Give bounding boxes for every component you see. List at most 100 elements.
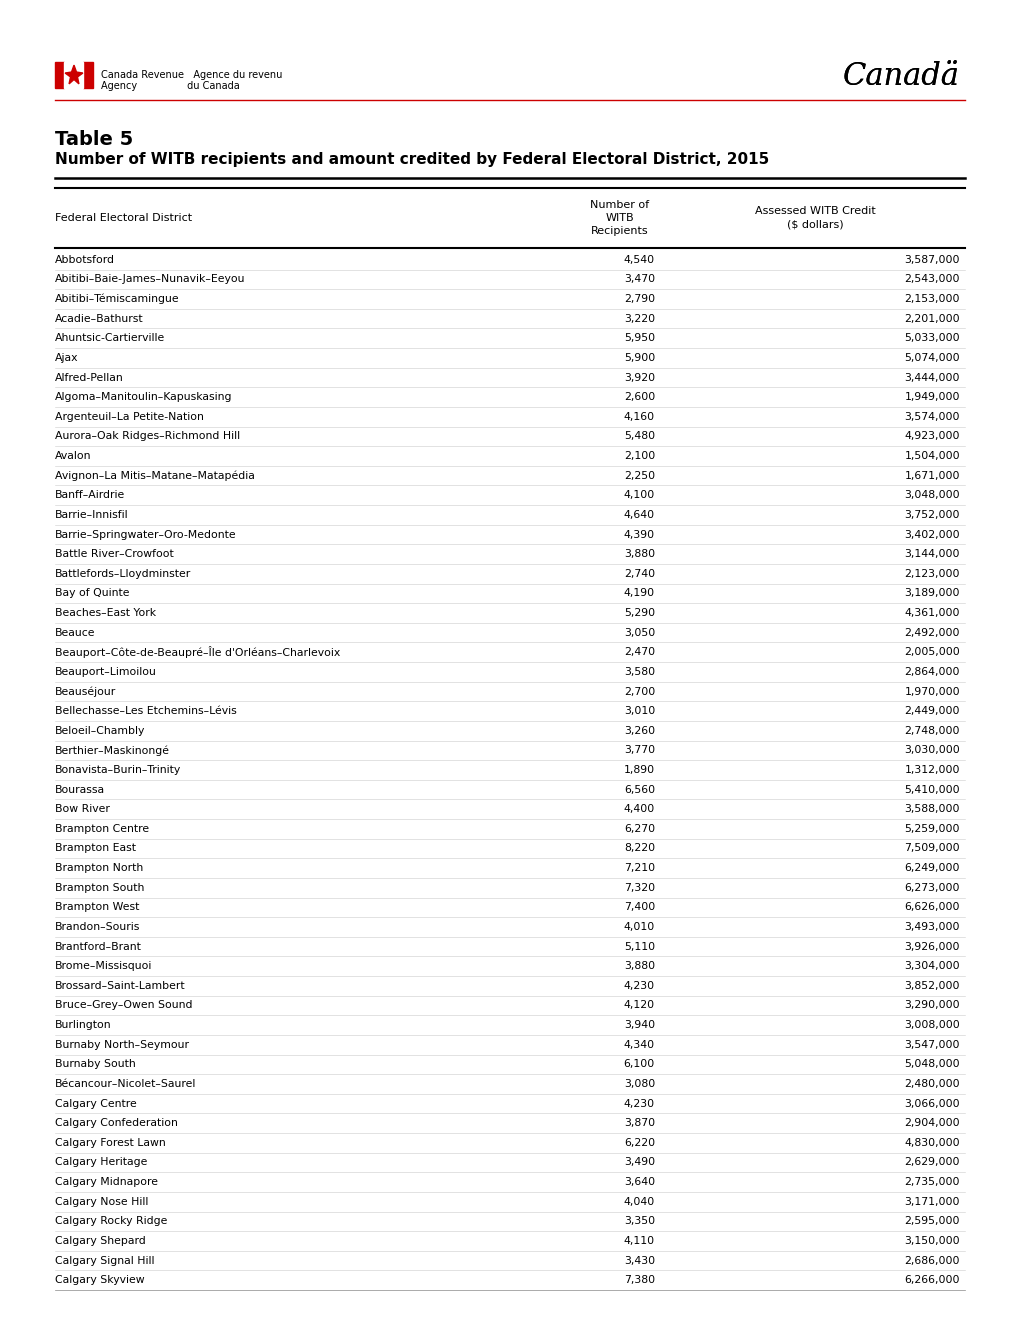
- Text: 3,350: 3,350: [624, 1216, 654, 1226]
- Text: 3,493,000: 3,493,000: [904, 921, 959, 932]
- Text: 7,400: 7,400: [624, 903, 654, 912]
- Text: 5,950: 5,950: [624, 334, 654, 343]
- Text: 3,574,000: 3,574,000: [904, 412, 959, 422]
- Text: 4,361,000: 4,361,000: [904, 609, 959, 618]
- Text: Banff–Airdrie: Banff–Airdrie: [55, 490, 125, 500]
- Text: Calgary Midnapore: Calgary Midnapore: [55, 1177, 158, 1187]
- Text: Brampton East: Brampton East: [55, 843, 136, 854]
- Text: 4,010: 4,010: [624, 921, 654, 932]
- Text: Abitibi–Baie-James–Nunavik–Eeyou: Abitibi–Baie-James–Nunavik–Eeyou: [55, 275, 246, 284]
- Text: Burnaby South: Burnaby South: [55, 1060, 136, 1069]
- Text: 4,830,000: 4,830,000: [904, 1138, 959, 1148]
- Text: 2,686,000: 2,686,000: [904, 1255, 959, 1266]
- Text: 3,189,000: 3,189,000: [904, 589, 959, 598]
- Text: 4,400: 4,400: [624, 804, 654, 814]
- Text: 4,540: 4,540: [624, 255, 654, 265]
- Text: Bow River: Bow River: [55, 804, 110, 814]
- Text: 3,010: 3,010: [624, 706, 654, 717]
- Text: 5,110: 5,110: [624, 941, 654, 952]
- Text: 2,250: 2,250: [624, 471, 654, 480]
- Text: Brossard–Saint-Lambert: Brossard–Saint-Lambert: [55, 981, 185, 991]
- Text: Bay of Quinte: Bay of Quinte: [55, 589, 129, 598]
- Text: 2,735,000: 2,735,000: [904, 1177, 959, 1187]
- Text: Brantford–Brant: Brantford–Brant: [55, 941, 142, 952]
- Text: 5,410,000: 5,410,000: [904, 784, 959, 795]
- Text: 4,160: 4,160: [624, 412, 654, 422]
- Text: Calgary Centre: Calgary Centre: [55, 1098, 137, 1109]
- Text: Barrie–Springwater–Oro-Medonte: Barrie–Springwater–Oro-Medonte: [55, 529, 236, 540]
- Text: 3,490: 3,490: [624, 1158, 654, 1167]
- Text: Calgary Heritage: Calgary Heritage: [55, 1158, 147, 1167]
- Bar: [55, 62, 64, 88]
- Text: 3,290,000: 3,290,000: [904, 1001, 959, 1011]
- Text: 6,266,000: 6,266,000: [904, 1275, 959, 1286]
- Text: Assessed WITB Credit
($ dollars): Assessed WITB Credit ($ dollars): [754, 206, 874, 230]
- Text: 4,120: 4,120: [624, 1001, 654, 1011]
- Text: 3,752,000: 3,752,000: [904, 510, 959, 520]
- Text: 7,320: 7,320: [624, 883, 654, 892]
- Text: Canada Revenue   Agence du revenu: Canada Revenue Agence du revenu: [101, 70, 282, 79]
- Text: Avalon: Avalon: [55, 451, 92, 461]
- Text: Berthier–Maskinongé: Berthier–Maskinongé: [55, 744, 170, 755]
- Text: 3,008,000: 3,008,000: [904, 1020, 959, 1030]
- Text: 8,220: 8,220: [624, 843, 654, 854]
- Text: 2,100: 2,100: [624, 451, 654, 461]
- Text: Calgary Shepard: Calgary Shepard: [55, 1236, 146, 1246]
- Text: Burlington: Burlington: [55, 1020, 111, 1030]
- Text: 3,588,000: 3,588,000: [904, 804, 959, 814]
- Text: 5,074,000: 5,074,000: [904, 352, 959, 363]
- Text: Acadie–Bathurst: Acadie–Bathurst: [55, 314, 144, 323]
- Text: Abitibi–Témiscamingue: Abitibi–Témiscamingue: [55, 294, 179, 305]
- Text: 3,066,000: 3,066,000: [904, 1098, 959, 1109]
- Text: 2,790: 2,790: [624, 294, 654, 304]
- Text: 6,220: 6,220: [624, 1138, 654, 1148]
- Text: Calgary Rocky Ridge: Calgary Rocky Ridge: [55, 1216, 167, 1226]
- Text: 6,273,000: 6,273,000: [904, 883, 959, 892]
- Text: Bonavista–Burin–Trinity: Bonavista–Burin–Trinity: [55, 766, 181, 775]
- Text: 2,700: 2,700: [624, 686, 654, 697]
- Text: 3,030,000: 3,030,000: [904, 746, 959, 755]
- Text: Number of
WITB
Recipients: Number of WITB Recipients: [590, 199, 649, 236]
- Text: Brampton North: Brampton North: [55, 863, 143, 873]
- Text: 6,270: 6,270: [624, 824, 654, 834]
- Text: 5,259,000: 5,259,000: [904, 824, 959, 834]
- Text: 2,201,000: 2,201,000: [904, 314, 959, 323]
- Text: Argenteuil–La Petite-Nation: Argenteuil–La Petite-Nation: [55, 412, 204, 422]
- Text: Brampton West: Brampton West: [55, 903, 140, 912]
- Text: Beauport–Limoilou: Beauport–Limoilou: [55, 667, 157, 677]
- Bar: [64, 62, 84, 88]
- Text: 3,770: 3,770: [624, 746, 654, 755]
- Text: 4,640: 4,640: [624, 510, 654, 520]
- Text: Abbotsford: Abbotsford: [55, 255, 115, 265]
- Text: 6,560: 6,560: [624, 784, 654, 795]
- Text: Calgary Nose Hill: Calgary Nose Hill: [55, 1197, 148, 1206]
- Text: 1,949,000: 1,949,000: [904, 392, 959, 403]
- Text: Battle River–Crowfoot: Battle River–Crowfoot: [55, 549, 173, 560]
- Text: 3,144,000: 3,144,000: [904, 549, 959, 560]
- Text: 4,040: 4,040: [624, 1197, 654, 1206]
- Text: 6,100: 6,100: [624, 1060, 654, 1069]
- Text: 3,080: 3,080: [624, 1078, 654, 1089]
- Text: Bourassa: Bourassa: [55, 784, 105, 795]
- Text: Avignon–La Mitis–Matane–Matapédia: Avignon–La Mitis–Matane–Matapédia: [55, 470, 255, 480]
- Text: 1,671,000: 1,671,000: [904, 471, 959, 480]
- Text: 5,033,000: 5,033,000: [904, 334, 959, 343]
- Text: 2,153,000: 2,153,000: [904, 294, 959, 304]
- Text: 3,402,000: 3,402,000: [904, 529, 959, 540]
- Text: Algoma–Manitoulin–Kapuskasing: Algoma–Manitoulin–Kapuskasing: [55, 392, 232, 403]
- Text: 3,444,000: 3,444,000: [904, 372, 959, 383]
- Text: 3,048,000: 3,048,000: [904, 490, 959, 500]
- Text: Number of WITB recipients and amount credited by Federal Electoral District, 201: Number of WITB recipients and amount cre…: [55, 152, 768, 168]
- Text: Brampton South: Brampton South: [55, 883, 145, 892]
- Text: 2,449,000: 2,449,000: [904, 706, 959, 717]
- Text: 2,543,000: 2,543,000: [904, 275, 959, 284]
- Text: Beloeil–Chambly: Beloeil–Chambly: [55, 726, 146, 735]
- Text: Beauport–Côte-de-Beaupré–Île d'Orléans–Charlevoix: Beauport–Côte-de-Beaupré–Île d'Orléans–C…: [55, 647, 340, 659]
- Text: 5,900: 5,900: [624, 352, 654, 363]
- Text: 3,470: 3,470: [624, 275, 654, 284]
- Text: 3,260: 3,260: [624, 726, 654, 735]
- Text: 3,880: 3,880: [624, 549, 654, 560]
- Text: Brampton Centre: Brampton Centre: [55, 824, 149, 834]
- Text: Beauce: Beauce: [55, 627, 96, 638]
- Text: Table 5: Table 5: [55, 129, 133, 149]
